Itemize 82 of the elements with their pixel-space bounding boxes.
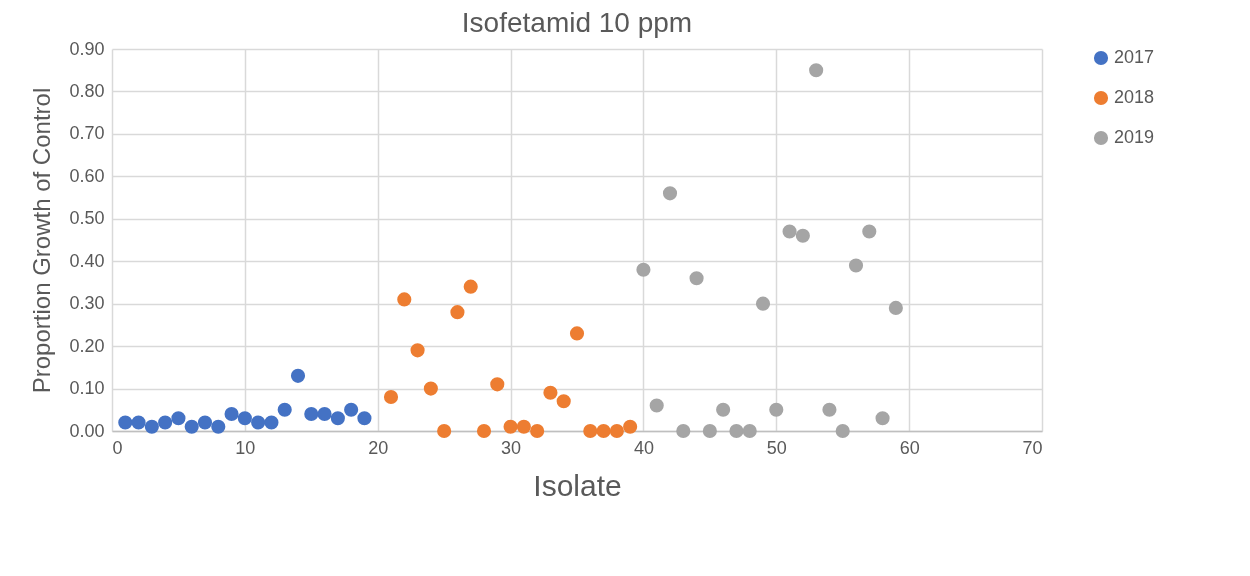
- point: [809, 63, 824, 78]
- point: [251, 415, 266, 430]
- point: [290, 368, 306, 383]
- legend-label: 2017: [1114, 47, 1155, 67]
- y-tick-label: 0.80: [69, 80, 105, 101]
- point: [490, 377, 505, 392]
- point: [848, 258, 864, 273]
- point: [211, 419, 226, 434]
- x-tick-label: 50: [766, 437, 787, 458]
- point: [397, 292, 412, 307]
- chart-title: Isofetamid 10 ppm: [461, 7, 693, 38]
- point: [197, 415, 213, 430]
- x-tick-label: 70: [1022, 437, 1043, 458]
- point: [636, 262, 651, 277]
- point: [304, 406, 319, 422]
- point: [569, 326, 585, 341]
- point: [224, 406, 239, 422]
- y-tick-label: 0.00: [69, 420, 105, 441]
- y-tick-label: 0.90: [69, 38, 105, 59]
- point: [782, 224, 797, 239]
- point: [623, 419, 638, 434]
- point: [423, 381, 438, 396]
- point: [158, 415, 173, 430]
- point: [649, 398, 664, 413]
- x-tick-label: 60: [899, 437, 920, 458]
- point: [463, 279, 478, 294]
- legend-label: 2019: [1114, 127, 1155, 147]
- point: [662, 186, 678, 201]
- legend-label: 2018: [1114, 87, 1155, 107]
- point: [144, 419, 159, 434]
- point: [755, 296, 771, 311]
- y-axis-title: Proportion Growth of Control: [28, 87, 56, 394]
- point: [277, 402, 292, 417]
- x-tick-label: 40: [633, 437, 654, 458]
- point: [543, 385, 558, 400]
- point: [503, 419, 518, 434]
- point: [344, 402, 359, 417]
- x-tick-label: 30: [501, 437, 522, 458]
- point: [184, 419, 199, 434]
- point: [171, 411, 186, 426]
- point: [676, 423, 691, 439]
- point: [716, 402, 731, 417]
- point: [357, 411, 372, 426]
- point: [383, 389, 399, 405]
- point: [596, 423, 611, 439]
- point: [317, 406, 332, 422]
- point: [875, 411, 890, 426]
- point: [264, 415, 279, 430]
- point: [742, 423, 757, 439]
- x-tick-label: 10: [235, 437, 256, 458]
- y-tick-label: 0.70: [69, 123, 105, 144]
- x-tick-label: 20: [368, 437, 389, 458]
- point: [330, 411, 345, 426]
- y-tick-label: 0.20: [69, 335, 105, 356]
- point: [822, 402, 837, 417]
- point: [795, 228, 810, 243]
- point: [835, 423, 850, 439]
- point: [583, 423, 598, 439]
- point: [609, 423, 624, 439]
- point: [888, 300, 903, 315]
- point: [516, 419, 531, 434]
- point: [410, 343, 425, 358]
- point: [729, 423, 744, 439]
- point: [702, 423, 717, 439]
- y-tick-label: 0.10: [69, 378, 105, 399]
- point: [237, 411, 252, 426]
- y-tick-label: 0.60: [69, 165, 105, 186]
- point: [556, 394, 571, 409]
- point: [450, 305, 465, 320]
- point: [769, 402, 784, 417]
- point: [476, 423, 492, 439]
- y-tick-label: 0.50: [69, 208, 105, 229]
- y-tick-label: 0.30: [69, 293, 105, 314]
- x-axis-title: Isolate: [533, 468, 622, 502]
- point: [862, 224, 877, 239]
- point: [530, 423, 545, 439]
- y-tick-label: 0.40: [69, 250, 105, 271]
- point: [131, 415, 146, 430]
- point: [118, 415, 133, 430]
- point: [689, 271, 704, 286]
- x-tick-label: 0: [112, 437, 123, 458]
- point: [437, 423, 452, 439]
